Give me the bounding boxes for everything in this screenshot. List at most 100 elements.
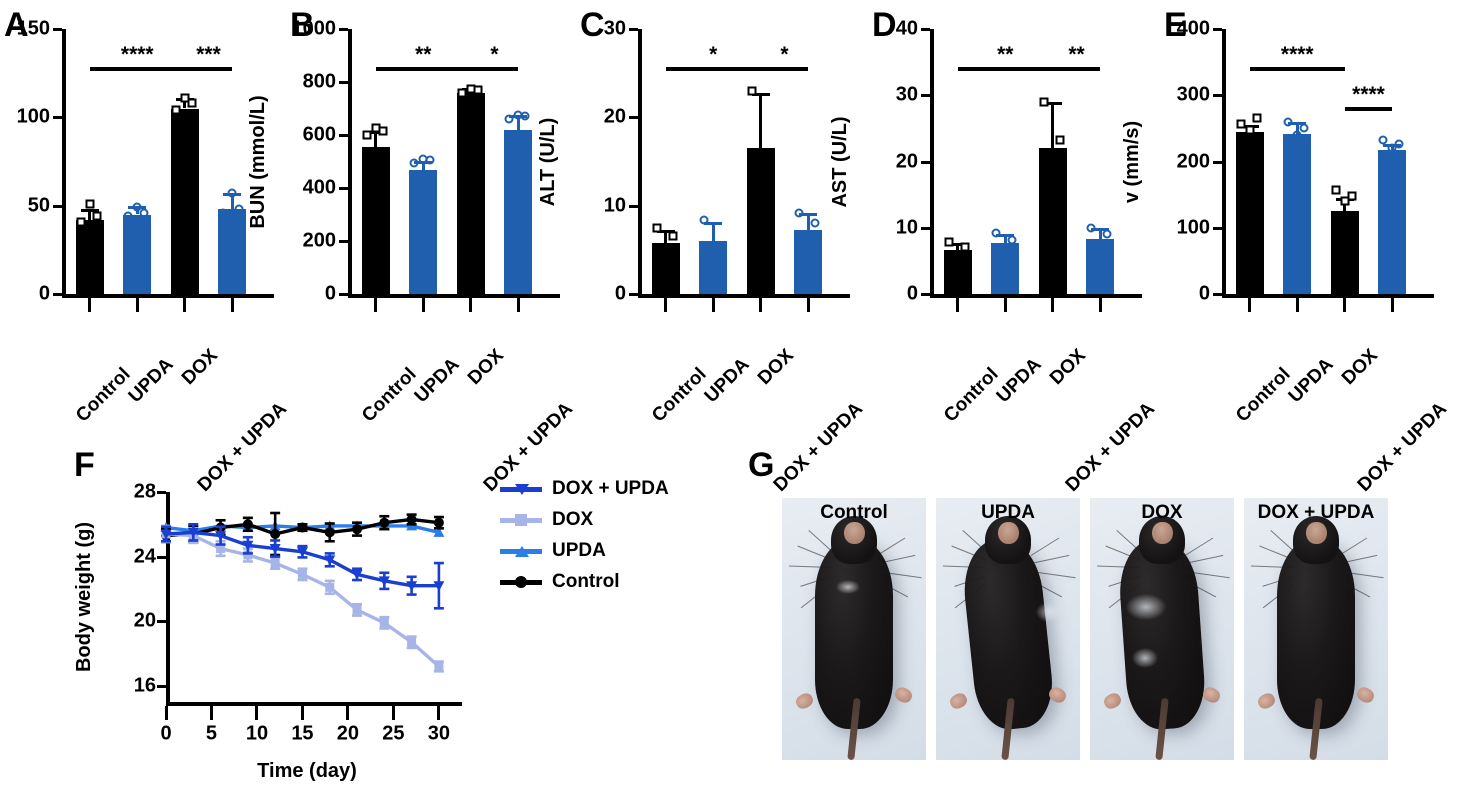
x-tick-label: 15 <box>291 722 314 745</box>
data-point-circle <box>1007 235 1017 245</box>
error-bar-line <box>374 131 378 147</box>
data-point-square <box>1252 113 1262 123</box>
y-axis-line <box>1222 29 1226 296</box>
x-category-label: DOX <box>1045 345 1090 390</box>
panel-c: C 0 10 20 30 ALT (U/L) * * Control UPDA DOX DOX + U… <box>537 4 870 496</box>
whisker <box>942 565 985 569</box>
significance-bar <box>470 67 519 71</box>
error-bar-line <box>711 222 715 241</box>
bar <box>361 146 390 294</box>
error-bar-cap <box>80 209 99 213</box>
data-point-square <box>371 123 381 133</box>
y-tick-label: 0 <box>38 282 50 305</box>
panel-e: E 0 100 200 300 400 v (mm/s) **** **** Control UPD… <box>1121 4 1454 496</box>
y-tick-mark <box>921 226 930 230</box>
data-point-square <box>1236 119 1246 129</box>
data-point-circle <box>504 114 514 124</box>
error-bar-cap <box>1091 227 1110 231</box>
paw-right <box>1354 684 1377 706</box>
data-point-square <box>668 231 678 241</box>
x-tick-label: 20 <box>336 722 360 745</box>
significance-stars: * <box>490 43 499 66</box>
significance-stars: **** <box>120 43 154 66</box>
y-tick-label: 0 <box>1198 282 1210 305</box>
photo-caption: UPDA <box>981 502 1035 523</box>
bar <box>1235 131 1264 294</box>
error-bar-cap <box>704 222 723 226</box>
bar <box>746 148 775 294</box>
significance-stars: * <box>780 43 789 66</box>
x-tick-mark <box>346 706 350 720</box>
x-category-label: Control <box>71 363 135 427</box>
photo-cell[interactable]: Control <box>782 498 926 760</box>
data-point-square <box>652 223 662 233</box>
data-point-circle <box>810 218 820 228</box>
mouse-head <box>985 515 1031 564</box>
panel-g: G Control UPDA DOX DOX + UPDA <box>740 440 1476 788</box>
data-point-circle <box>991 228 1001 238</box>
y-tick-label: 100 <box>16 105 50 128</box>
line-series <box>161 511 444 557</box>
whisker <box>876 537 906 556</box>
data-point-square <box>1055 135 1065 145</box>
error-bar-line <box>183 97 187 109</box>
x-tick-mark <box>1295 298 1299 312</box>
bar <box>170 108 199 294</box>
x-tick-mark <box>1003 298 1007 312</box>
bar <box>456 93 485 294</box>
photo-cell[interactable]: DOX + UPDA <box>1244 498 1388 760</box>
legend-item: Control <box>500 571 620 593</box>
photo-cell[interactable]: UPDA <box>936 498 1080 760</box>
bar <box>123 214 152 294</box>
bar <box>1038 148 1067 294</box>
x-tick-mark <box>1098 298 1102 312</box>
x-tick-mark <box>209 706 213 720</box>
data-point-square <box>180 93 190 103</box>
y-tick-mark <box>1213 226 1222 230</box>
paw-left <box>1255 690 1278 712</box>
x-tick-mark <box>437 706 441 720</box>
panel-d: D 0 10 20 30 40 AST (U/L) ** ** Control UPDA DOX DOX… <box>829 4 1162 496</box>
data-point-circle <box>227 188 237 198</box>
x-tick-mark <box>759 298 763 312</box>
data-point-square <box>747 86 757 96</box>
error-bar-line <box>1098 227 1102 239</box>
y-tick-label: 10 <box>603 194 626 217</box>
y-axis-line <box>638 29 642 296</box>
legend-swatch <box>500 512 542 528</box>
y-tick-label: 24 <box>133 545 156 568</box>
data-point-circle <box>1299 123 1309 133</box>
y-tick-label: 0 <box>324 282 336 305</box>
whisker <box>1096 565 1139 569</box>
ear-right-icon <box>846 521 866 544</box>
bar <box>1283 133 1312 294</box>
y-tick-label: 0 <box>906 282 918 305</box>
x-category-label: Control <box>1231 363 1295 427</box>
y-tick-label: 20 <box>895 150 918 172</box>
data-point-circle <box>409 158 419 168</box>
y-tick-label: 150 <box>16 17 50 40</box>
fur-patch <box>836 580 860 594</box>
bar <box>651 242 680 294</box>
error-bar-line <box>956 242 960 250</box>
x-tick-mark <box>164 706 168 720</box>
data-point-square <box>944 237 954 247</box>
y-tick-mark <box>53 293 62 296</box>
y-axis-label: Body weight (g) <box>73 522 95 672</box>
y-tick-mark <box>629 204 638 208</box>
data-point-circle <box>513 110 523 120</box>
y-tick-mark <box>629 28 638 31</box>
photo-cell[interactable]: DOX <box>1090 498 1234 760</box>
panel-f: F 16 20 24 28 0 5 10 15 20 25 30 Body weight (g) Time… <box>70 440 730 788</box>
data-point-square <box>171 105 181 115</box>
y-tick-mark <box>629 293 638 296</box>
significance-bar <box>1249 67 1345 71</box>
ear-right-icon <box>1308 521 1328 544</box>
whisker <box>1338 537 1368 556</box>
x-tick-mark <box>469 298 473 312</box>
legend-label: Control <box>552 571 620 592</box>
mouse-head <box>1293 515 1339 564</box>
data-point-circle <box>1378 135 1388 145</box>
data-point-square <box>85 199 95 209</box>
error-bar-cap <box>656 230 675 234</box>
